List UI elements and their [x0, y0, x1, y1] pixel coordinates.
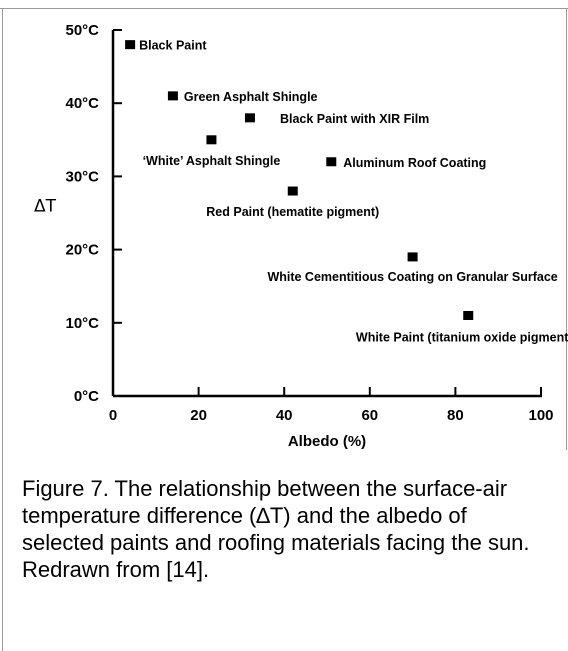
- x-axis-title: Albedo (%): [288, 433, 366, 450]
- x-ticks: 0 20 40 60 80 100: [109, 387, 554, 424]
- scatter-chart: 0°C 10°C 20°C 30°C 40°C 50°C 0 20 40 60 80 100 Bla…: [34, 22, 568, 450]
- data-point-marker: [287, 186, 298, 196]
- y-tick-label: 0°C: [74, 388, 99, 405]
- x-tick-label: 40: [276, 407, 293, 424]
- y-tick-label: 20°C: [65, 242, 99, 259]
- y-axis-title: ΔT: [34, 197, 57, 217]
- y-tick-label: 30°C: [65, 168, 99, 185]
- data-point-marker: [407, 252, 418, 262]
- x-tick-label: 60: [361, 407, 378, 424]
- data-point-label: ‘White’ Asphalt Shingle: [143, 154, 281, 168]
- x-tick-label: 100: [528, 407, 553, 424]
- x-tick-label: 0: [109, 407, 117, 424]
- data-point-label: White Cementitious Coating on Granular S…: [267, 270, 557, 284]
- data-point-marker: [206, 135, 217, 145]
- data-point-marker: [326, 157, 337, 167]
- y-tick-label: 10°C: [65, 315, 99, 332]
- data-point-label: Aluminum Roof Coating: [343, 156, 486, 170]
- y-ticks: 0°C 10°C 20°C 30°C 40°C 50°C: [65, 22, 122, 405]
- y-tick-label: 50°C: [65, 22, 99, 39]
- figure-caption: Figure 7. The relationship between the s…: [22, 476, 530, 582]
- data-point-label: Green Asphalt Shingle: [184, 90, 318, 104]
- frame-top-border: [0, 8, 568, 9]
- data-point-marker: [125, 40, 136, 50]
- data-point-marker: [167, 91, 178, 101]
- data-point-label: Black Paint: [139, 39, 207, 53]
- frame-left-border: [2, 8, 3, 651]
- data-point-marker: [463, 310, 474, 320]
- data-point-marker: [244, 113, 255, 123]
- data-points: Black Paint Green Asphalt Shingle Black Pa…: [125, 39, 568, 344]
- data-point-label: Red Paint (hematite pigment): [206, 205, 379, 219]
- frame-right-border: [566, 8, 567, 450]
- x-tick-label: 80: [447, 407, 464, 424]
- y-tick-label: 40°C: [65, 95, 99, 112]
- x-tick-label: 20: [190, 407, 207, 424]
- data-point-label: Black Paint with XIR Film: [280, 112, 429, 126]
- data-point-label: White Paint (titanium oxide pigment): [356, 330, 568, 344]
